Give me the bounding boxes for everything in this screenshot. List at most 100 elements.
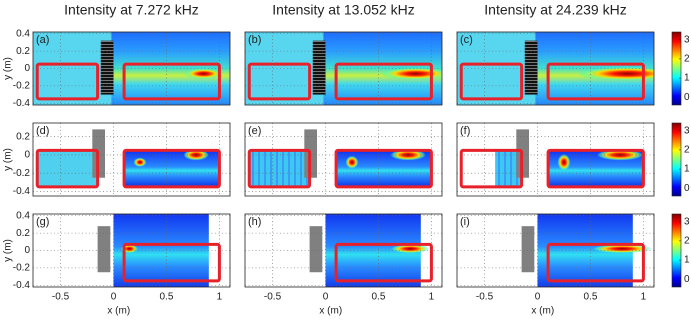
colorbar-tick-label: 3 (684, 34, 690, 45)
x-tick-label: 1 (429, 292, 435, 303)
region-box (122, 242, 221, 283)
x-tick-label: 0 (111, 292, 117, 303)
colorbar (671, 122, 682, 197)
panel-frame (32, 213, 231, 288)
panel (245, 214, 442, 287)
array-block (100, 40, 114, 95)
x-tick-label: -0.5 (52, 292, 70, 303)
y-tick-label: 0.2 (16, 131, 30, 142)
x-tick-label: 0.5 (583, 292, 597, 303)
panel-frame (244, 213, 443, 288)
region-box (35, 148, 100, 189)
colorbar-tick-label: 0 (684, 274, 690, 285)
y-tick-label: 0.2 (16, 228, 30, 239)
y-tick-label: 0 (24, 150, 30, 161)
y-tick-label: 0.4 (16, 28, 30, 39)
panel (33, 214, 230, 287)
hot-spot (577, 66, 654, 81)
colorbar-tick-label: 0 (684, 183, 690, 194)
colorbar-tick-label: 1 (684, 164, 690, 175)
column-title: Intensity at 7.272 kHz (64, 2, 199, 18)
hot-spot (381, 67, 442, 80)
region-box (459, 148, 524, 189)
x-tick-label: 0 (535, 292, 541, 303)
panel (245, 32, 442, 105)
y-tick-label: -0.2 (13, 168, 31, 179)
x-tick-label: 0 (323, 292, 329, 303)
colorbar-tick-label: 2 (684, 54, 690, 65)
colorbar (671, 213, 682, 288)
hot-spot (557, 154, 571, 171)
panel-label: (c) (460, 34, 473, 46)
hot-spot (390, 149, 427, 161)
y-tick-label: 0 (24, 245, 30, 256)
array-block (312, 40, 326, 95)
x-axis-label: x (m) (531, 306, 554, 317)
hot-spot (391, 244, 430, 254)
panel-frame (456, 31, 655, 106)
colorbar-tick-label: 1 (684, 255, 690, 266)
hot-spot (133, 157, 147, 167)
panel-frame (456, 213, 655, 288)
y-tick-label: -0.4 (13, 186, 31, 197)
panel-label: (a) (36, 34, 49, 46)
y-tick-label: 0 (24, 63, 30, 74)
panel-frame (32, 31, 231, 106)
colorbar-tick-label: 2 (684, 236, 690, 247)
hot-spot (592, 244, 652, 254)
panel (457, 32, 654, 105)
panel-label: (g) (36, 216, 49, 228)
panel-label: (f) (460, 125, 470, 137)
barrier (521, 226, 535, 273)
region-box (247, 148, 312, 189)
array-block (524, 40, 538, 95)
x-axis-label: x (m) (319, 306, 342, 317)
x-tick-label: 1 (217, 292, 223, 303)
panel-frame (32, 122, 231, 197)
panel-label: (d) (36, 125, 49, 137)
panel-label: (i) (460, 216, 470, 228)
panel-label: (e) (248, 125, 261, 137)
region-box (334, 242, 433, 283)
colorbar-tick-label: 2 (684, 145, 690, 156)
x-tick-label: -0.5 (476, 292, 494, 303)
barrier (97, 226, 111, 273)
colorbar-tick-label: 1 (684, 73, 690, 84)
panel-frame (244, 122, 443, 197)
x-tick-label: 0.5 (159, 292, 173, 303)
y-tick-label: -0.2 (13, 81, 31, 92)
panel (33, 123, 230, 196)
y-tick-label: 0.2 (16, 46, 30, 57)
panel-frame (456, 122, 655, 197)
panel (457, 123, 654, 196)
hot-spot (183, 149, 209, 161)
region-box (459, 62, 524, 101)
x-tick-label: 0.5 (371, 292, 385, 303)
hot-spot (184, 68, 223, 79)
hot-spot (596, 149, 644, 161)
colorbar-tick-label: 3 (684, 125, 690, 136)
region-box (35, 62, 100, 101)
panel-label: (b) (248, 34, 261, 46)
barrier (309, 226, 323, 273)
panel-label: (h) (248, 216, 261, 228)
panel (245, 123, 442, 196)
x-tick-label: -0.5 (264, 292, 282, 303)
y-axis-label: y (m) (3, 239, 14, 262)
column-title: Intensity at 24.239 kHz (484, 2, 626, 18)
region-box (247, 62, 312, 101)
y-axis-label: y (m) (3, 57, 14, 80)
y-tick-label: 0.4 (16, 210, 30, 221)
colorbar (671, 31, 682, 106)
y-tick-label: -0.4 (13, 280, 31, 291)
panel-frame (244, 31, 443, 106)
y-tick-label: -0.4 (13, 98, 31, 109)
panel (33, 32, 230, 105)
field (249, 150, 310, 187)
colorbar-tick-label: 0 (684, 92, 690, 103)
y-tick-label: -0.2 (13, 263, 31, 274)
column-title: Intensity at 13.052 kHz (272, 2, 414, 18)
x-tick-label: 1 (641, 292, 647, 303)
colorbar-tick-label: 3 (684, 216, 690, 227)
